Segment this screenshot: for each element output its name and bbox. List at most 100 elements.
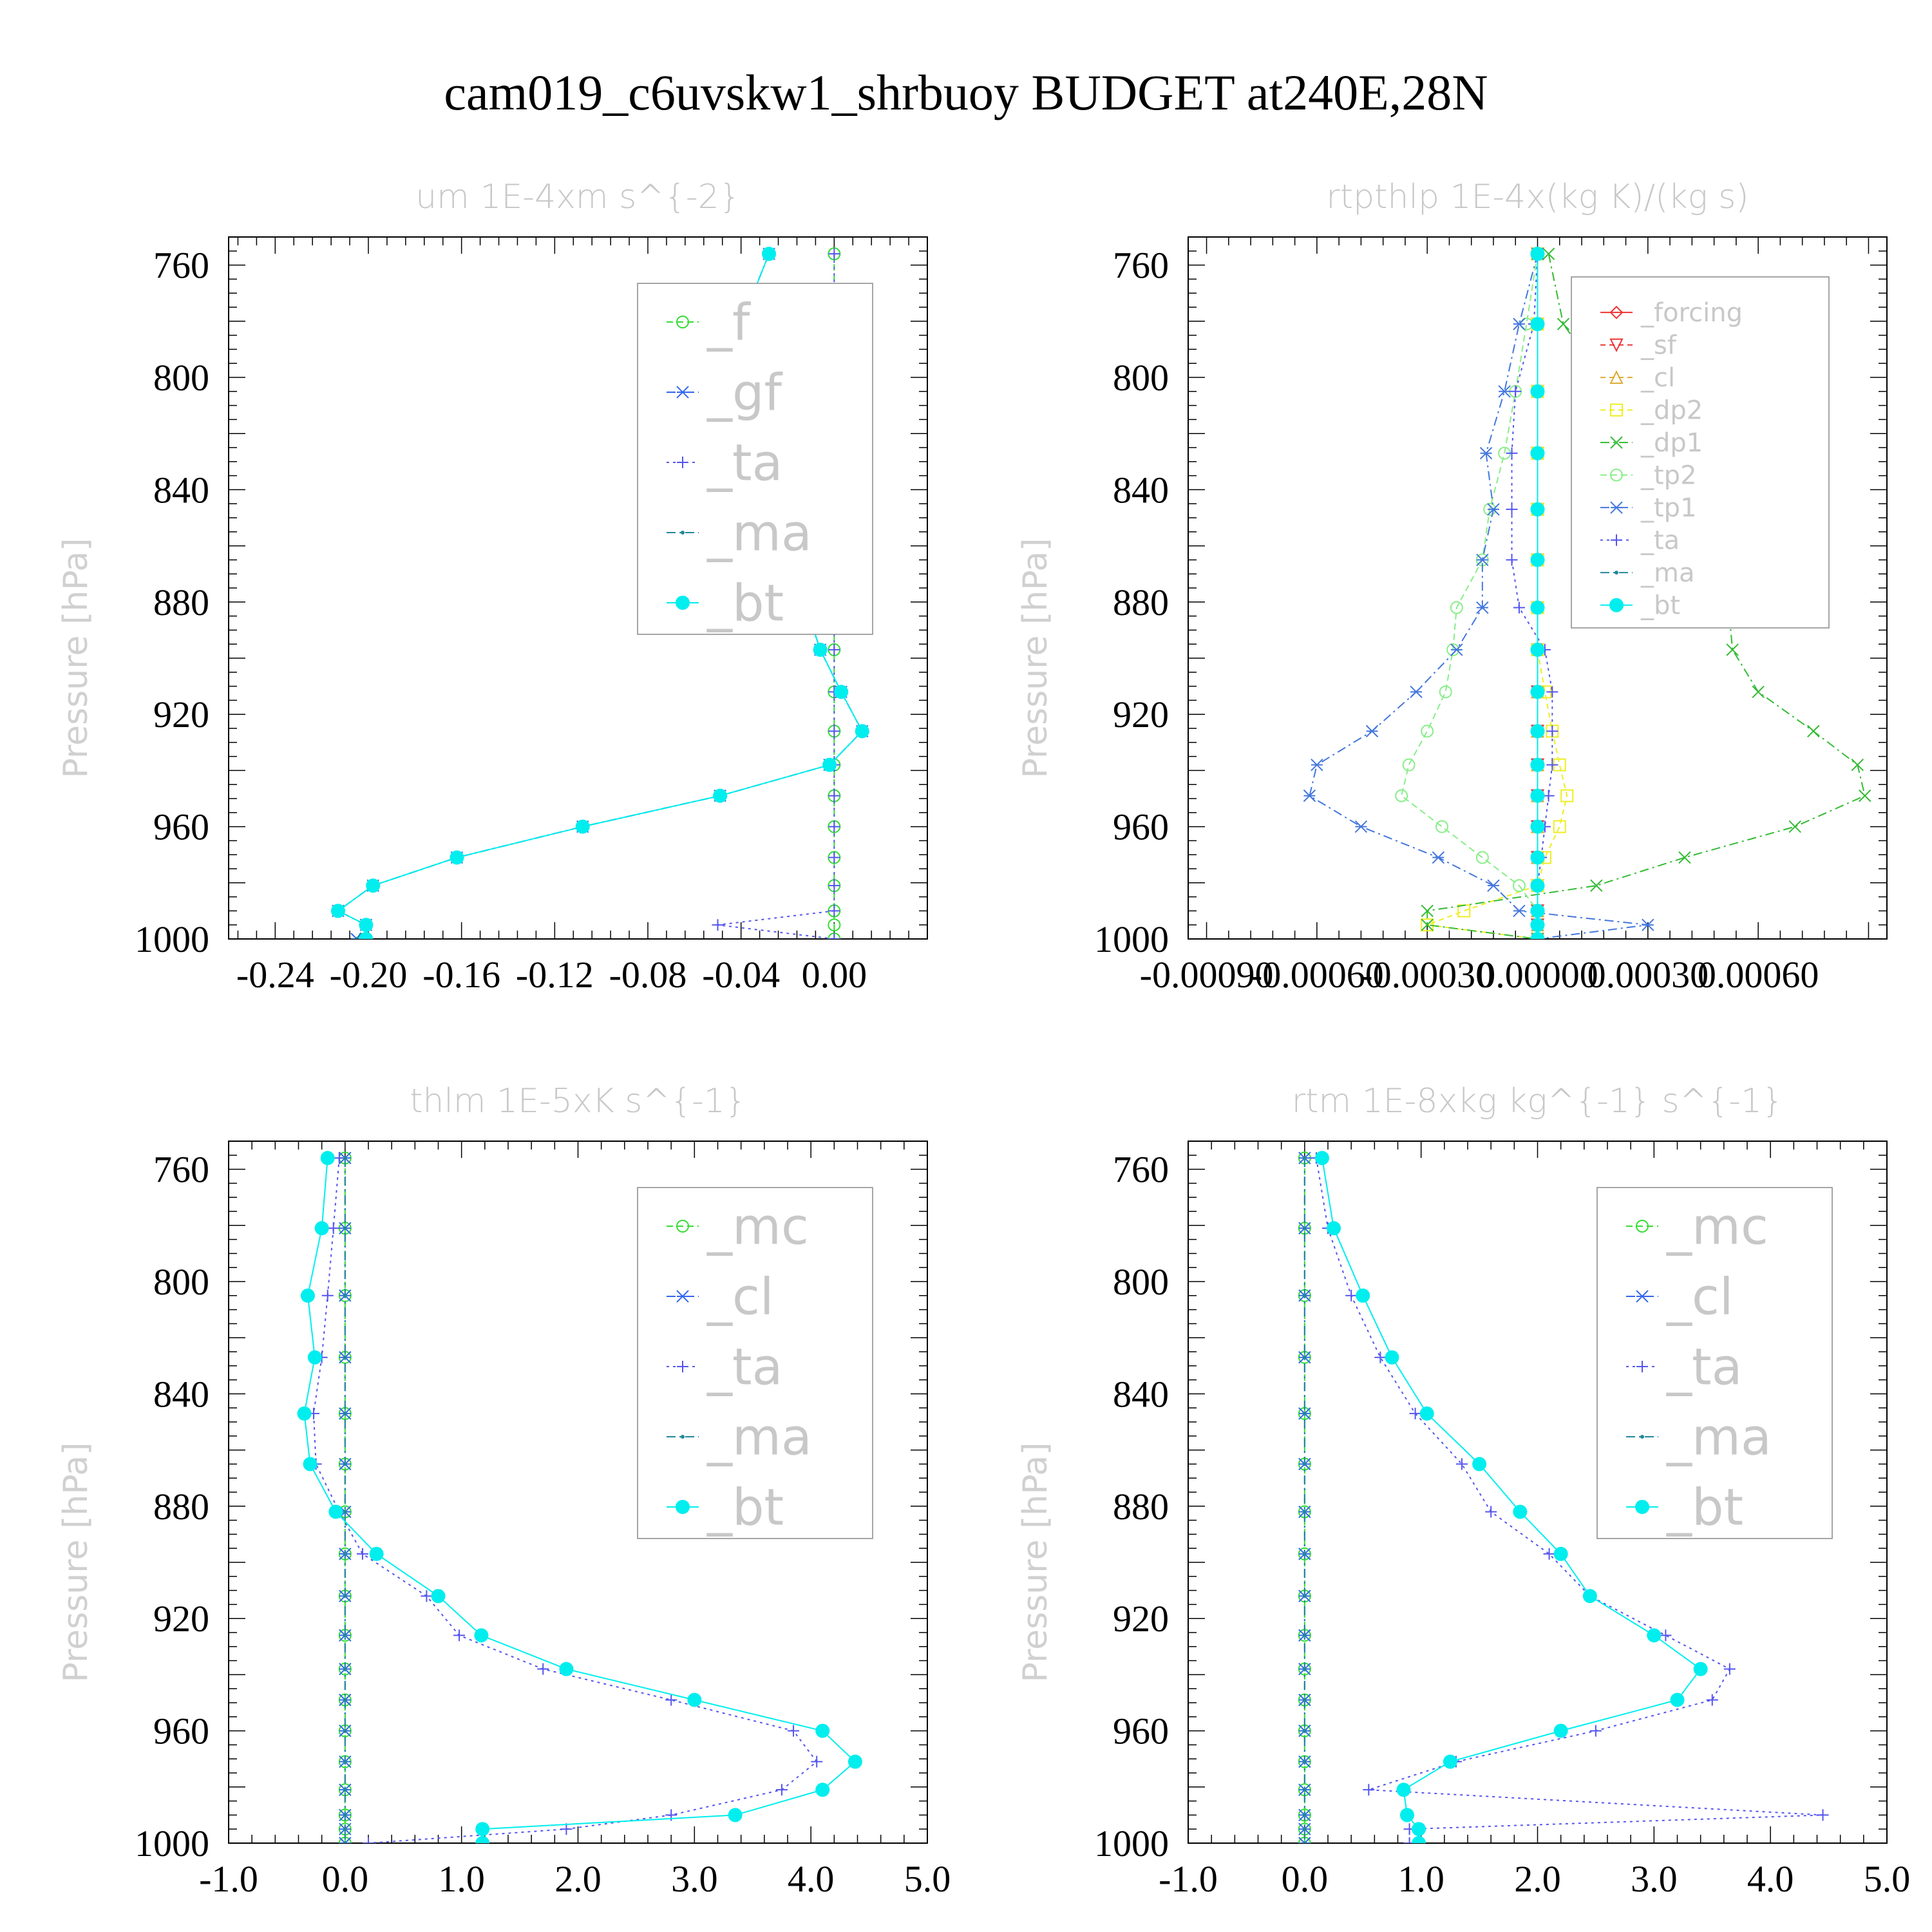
data-point	[1443, 1754, 1457, 1769]
series-line	[1426, 254, 1568, 939]
data-point	[1421, 904, 1434, 918]
data-point	[1530, 724, 1545, 739]
legend-label: _bt	[1666, 1479, 1743, 1537]
data-point	[1302, 1827, 1307, 1832]
series-ma	[343, 1156, 347, 1843]
data-point	[356, 1548, 368, 1560]
data-point	[1419, 1406, 1434, 1421]
panel-title: thlm 1E-5xK s^{-1}	[410, 1082, 746, 1121]
data-point	[1530, 788, 1545, 803]
legend-entry: _forcing	[1600, 298, 1743, 328]
legend-marker	[1640, 1434, 1644, 1439]
data-point	[1476, 601, 1489, 614]
data-point	[1302, 1594, 1307, 1598]
x-tick-label: 0.0	[1282, 1858, 1329, 1900]
legend-marker	[1610, 436, 1623, 449]
data-point	[1642, 918, 1654, 931]
data-point	[1302, 1510, 1307, 1514]
data-point	[1553, 1723, 1568, 1738]
x-tick-label: -0.24	[236, 954, 314, 996]
legend-entry: _ma	[1600, 558, 1694, 588]
y-tick-label: 800	[1113, 357, 1169, 399]
main-title: cam019_c6uvskw1_shrbuoy BUDGET at240E,28…	[444, 64, 1488, 120]
x-tick-label: 3.0	[1631, 1858, 1678, 1900]
data-point	[1647, 1628, 1662, 1643]
data-point	[1788, 820, 1801, 833]
data-point	[1302, 1698, 1307, 1702]
legend: _f _gf _ta _ma _bt	[637, 283, 873, 635]
data-point	[728, 1808, 743, 1823]
x-tick-label: -0.00030	[1360, 954, 1494, 996]
data-point	[1302, 1355, 1307, 1359]
y-tick-label: 840	[1113, 1373, 1169, 1415]
data-point	[828, 643, 840, 656]
legend-label: _tp1	[1640, 493, 1697, 523]
legend-entry: _cl	[667, 1268, 774, 1326]
data-point	[359, 932, 374, 939]
y-tick-label: 760	[153, 245, 209, 287]
data-point	[366, 878, 381, 893]
legend-label: _forcing	[1640, 298, 1743, 328]
y-tick-label: 920	[1113, 694, 1169, 735]
data-point	[1302, 1156, 1307, 1160]
y-tick-label: 960	[1113, 1710, 1169, 1752]
data-point	[431, 1589, 446, 1604]
data-point	[343, 1841, 347, 1843]
data-point	[343, 1551, 347, 1556]
legend-entry: _tp2	[1600, 461, 1697, 491]
y-tick-label: 760	[153, 1149, 209, 1191]
data-point	[343, 1827, 347, 1832]
data-point	[1530, 317, 1545, 332]
legend-entry: _ta	[1600, 526, 1680, 556]
legend-entry: _bt	[667, 574, 784, 632]
data-point	[1546, 725, 1558, 737]
legend-marker	[676, 386, 689, 399]
data-point	[1412, 1836, 1426, 1843]
data-point	[1590, 879, 1603, 892]
x-tick-label: 0.0	[322, 1858, 369, 1900]
data-point	[321, 1289, 334, 1302]
legend-entry: _tp1	[1600, 493, 1697, 523]
data-point	[1817, 1809, 1829, 1821]
data-point	[369, 1546, 384, 1561]
data-point	[713, 788, 728, 803]
legend-marker	[1609, 370, 1624, 384]
data-point	[1363, 1784, 1375, 1796]
legend-entry: _mc	[1626, 1198, 1768, 1256]
data-point	[1298, 1837, 1311, 1843]
tick-marks	[1188, 237, 1887, 940]
data-point	[1530, 878, 1545, 893]
y-tick-label: 880	[1113, 582, 1169, 623]
legend-label: _gf	[706, 364, 783, 422]
data-point	[1513, 1504, 1528, 1519]
data-point	[450, 850, 464, 865]
data-point	[1510, 385, 1522, 397]
chart-panel-1: um 1E-4xm s^{-2} Pressure [hPa] 760 800 840 8…	[57, 178, 928, 996]
x-tick-label: 0.00030	[1587, 954, 1709, 996]
data-point	[1421, 724, 1434, 738]
legend-marker	[1609, 598, 1624, 612]
data-point	[560, 1823, 573, 1835]
legend-label: _ta	[1666, 1338, 1742, 1396]
data-point	[343, 1293, 347, 1298]
legend-marker	[1610, 501, 1623, 514]
legend-marker	[677, 456, 688, 468]
series-group	[1298, 1151, 1829, 1843]
legend-label: _cl	[1640, 363, 1675, 393]
data-point	[343, 1411, 347, 1416]
data-point	[1302, 1226, 1307, 1231]
data-point	[1542, 247, 1555, 260]
data-point	[1487, 879, 1500, 892]
y-tick-label: 840	[1113, 469, 1169, 511]
y-tick-label: 960	[1113, 806, 1169, 848]
y-tick-label: 800	[153, 357, 209, 399]
data-point	[1399, 1808, 1414, 1823]
tick-marks	[228, 1141, 928, 1844]
legend: _forcing_sf_cl_dp2_dp1_tp2_tp1_ta_ma_bt	[1571, 276, 1830, 629]
x-tick-label: 5.0	[904, 1858, 951, 1900]
data-point	[343, 1813, 347, 1817]
legend-marker	[1636, 1290, 1649, 1303]
series-bt	[1314, 1151, 1708, 1843]
legend-entry: _ma	[1626, 1408, 1772, 1466]
legend-marker	[676, 595, 690, 610]
